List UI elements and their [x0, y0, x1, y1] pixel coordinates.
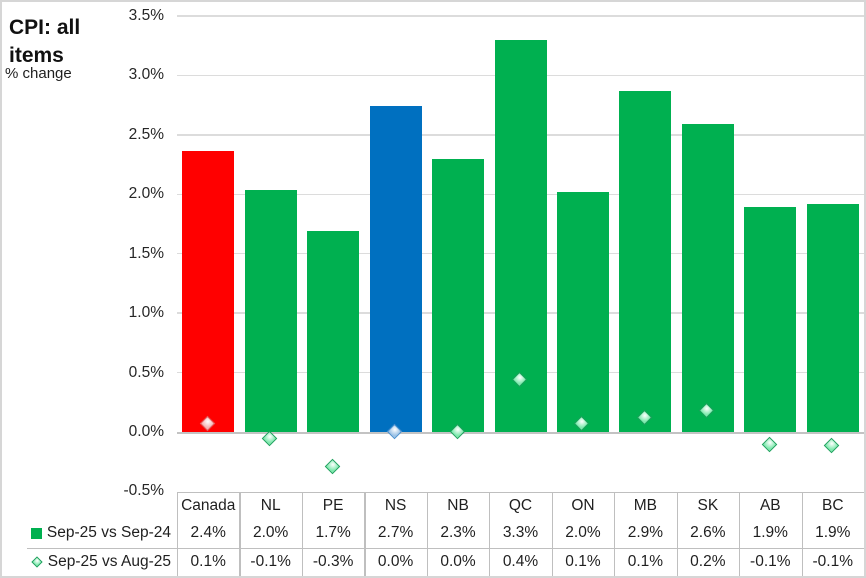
table-cell-annual-sk: 2.6% — [690, 524, 726, 542]
table-cell-annual-pe: 1.7% — [315, 524, 351, 542]
bar-ab — [744, 207, 797, 432]
y-axis-tick-label: 3.5% — [128, 7, 164, 24]
y-axis-tick-label: 3.0% — [128, 66, 164, 84]
table-column-border — [551, 492, 553, 576]
table-cell-monthly-sk: 0.2% — [690, 552, 726, 570]
table-cell-header-ns: NS — [384, 496, 407, 514]
table-cell-monthly-pe: -0.3% — [312, 552, 354, 570]
table-cell-header-canada: Canada — [181, 496, 236, 514]
table-column-border — [301, 492, 304, 576]
table-cell-monthly-qc: 0.4% — [502, 552, 539, 570]
table-column-border — [239, 492, 241, 576]
table-cell-header-mb: MB — [633, 496, 658, 514]
marker-ab — [761, 436, 778, 452]
table-cell-monthly-ns: 0.0% — [377, 552, 414, 570]
y-axis-tick-label: 2.0% — [128, 185, 164, 203]
table-cell-header-bc: BC — [821, 496, 844, 514]
bar-sk — [681, 124, 734, 432]
legend-item-monthly: Sep-25 vs Aug-25 — [2, 548, 177, 577]
table-cell-header-nl: NL — [260, 496, 281, 514]
y-axis-tick-label: -0.5% — [123, 482, 165, 500]
table-column-border — [864, 492, 865, 576]
legend-square-icon — [30, 527, 42, 539]
table-cell-monthly-nl: -0.1% — [250, 552, 291, 570]
table-cell-header-qc: QC — [508, 496, 533, 514]
bar-qc — [494, 39, 547, 432]
table-cell-monthly-mb: 0.1% — [627, 552, 664, 570]
marker-bc — [823, 437, 840, 454]
gridline — [177, 15, 864, 17]
table-cell-monthly-bc: -0.1% — [812, 552, 854, 570]
table-bottom-border — [177, 576, 864, 577]
table-cell-header-ab: AB — [759, 496, 781, 514]
chart-subtitle: % change — [5, 65, 72, 82]
table-top-border — [177, 492, 864, 494]
table-column-border — [364, 492, 366, 576]
table-cell-annual-on: 2.0% — [565, 524, 601, 542]
table-column-border — [676, 492, 678, 576]
table-cell-monthly-canada: 0.1% — [190, 552, 226, 570]
table-cell-header-nb: NB — [447, 496, 469, 514]
table-cell-annual-nb: 2.3% — [440, 524, 476, 542]
legend-label-monthly: Sep-25 vs Aug-25 — [47, 552, 171, 570]
bar-bc — [806, 203, 859, 432]
table-cell-annual-qc: 3.3% — [502, 524, 539, 542]
zero-axis-line — [177, 431, 864, 434]
y-axis-tick-label: 0.5% — [128, 363, 164, 381]
table-cell-monthly-ab: -0.1% — [750, 552, 791, 570]
table-cell-annual-ns: 2.7% — [377, 524, 414, 542]
table-cell-header-sk: SK — [697, 496, 719, 514]
table-column-border — [801, 492, 803, 576]
table-cell-annual-bc: 1.9% — [815, 524, 851, 542]
plot-area — [177, 2, 864, 492]
table-column-border — [614, 492, 616, 576]
bar-nb — [432, 158, 485, 432]
table-cell-header-pe: PE — [322, 496, 344, 514]
bar-canada — [182, 151, 235, 432]
table-cell-monthly-on: 0.1% — [565, 552, 601, 570]
legend-label-annual: Sep-25 vs Sep-24 — [46, 524, 171, 542]
table-cell-annual-canada: 2.4% — [190, 524, 226, 542]
legend-item-annual: Sep-25 vs Sep-24 — [2, 519, 177, 548]
table-column-border — [177, 492, 179, 576]
y-axis-tick-label: 1.5% — [128, 244, 164, 262]
bar-on — [556, 191, 609, 432]
table-column-border — [489, 492, 491, 576]
chart-title: CPI: all items — [9, 16, 81, 67]
bar-mb — [619, 90, 672, 432]
table-cell-annual-ab: 1.9% — [752, 524, 788, 542]
table-cell-monthly-nb: 0.0% — [440, 552, 476, 570]
table-row-divider — [27, 547, 864, 549]
table-column-border — [739, 492, 741, 576]
table-column-border — [426, 492, 428, 576]
y-axis-tick-label: 2.5% — [128, 125, 164, 143]
marker-pe — [324, 458, 340, 475]
legend-diamond-icon — [31, 556, 43, 568]
y-axis-tick-label: 0.0% — [128, 423, 164, 440]
table-cell-annual-mb: 2.9% — [627, 524, 664, 542]
bar-nl — [244, 189, 297, 432]
bar-pe — [307, 231, 360, 432]
bar-ns — [369, 106, 422, 432]
y-axis-tick-label: 1.0% — [128, 304, 164, 322]
table-cell-annual-nl: 2.0% — [253, 524, 289, 542]
table-cell-header-on: ON — [571, 496, 595, 514]
